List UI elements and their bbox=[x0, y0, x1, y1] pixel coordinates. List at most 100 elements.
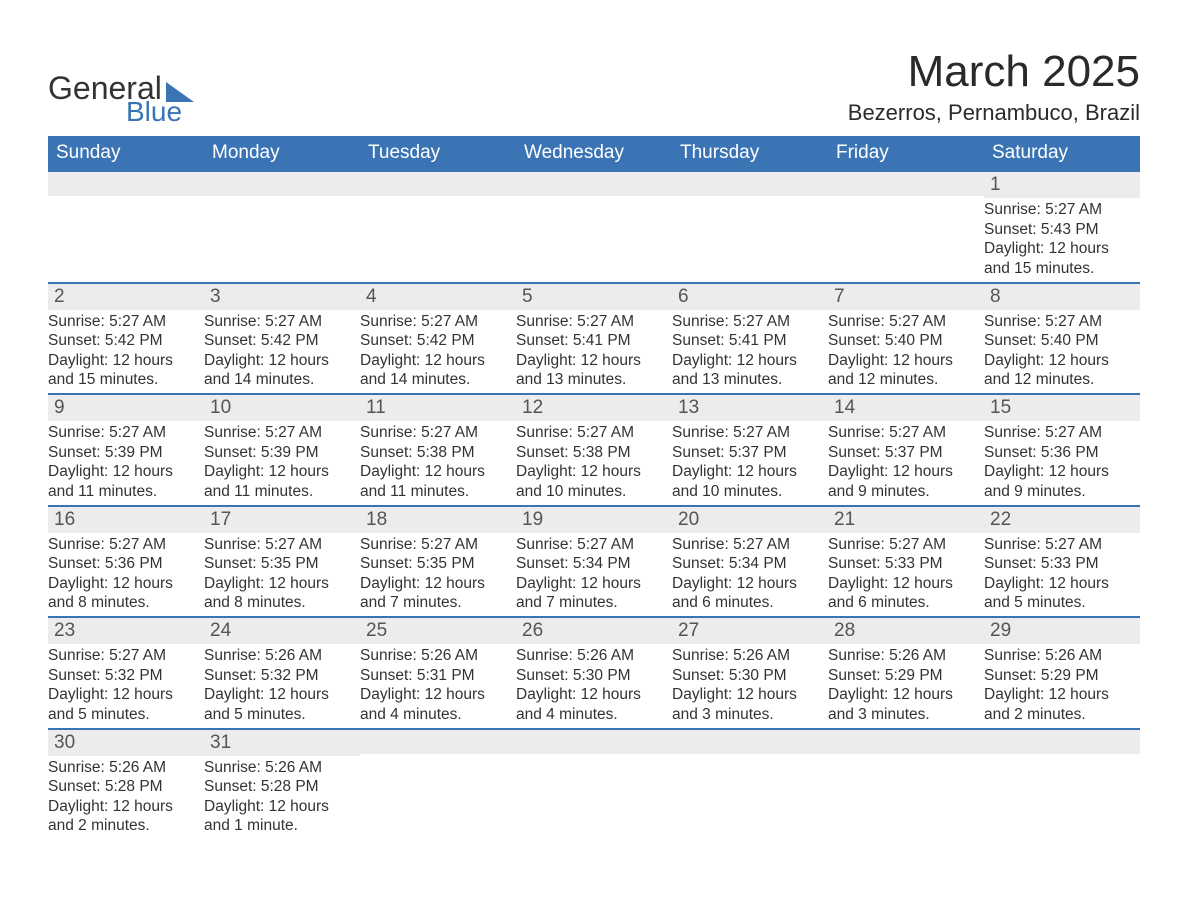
day-sunrise: Sunrise: 5:27 AM bbox=[48, 312, 204, 331]
day-day1: Daylight: 12 hours bbox=[516, 685, 672, 704]
day-sunset: Sunset: 5:42 PM bbox=[48, 331, 204, 350]
day-day1: Daylight: 12 hours bbox=[984, 574, 1140, 593]
day-details: Sunrise: 5:26 AMSunset: 5:28 PMDaylight:… bbox=[48, 756, 204, 840]
logo: General Blue bbox=[48, 72, 194, 126]
day-day1: Daylight: 12 hours bbox=[204, 462, 360, 481]
day-cell: 11Sunrise: 5:27 AMSunset: 5:38 PMDayligh… bbox=[360, 394, 516, 506]
day-number: 16 bbox=[48, 507, 204, 533]
day-details: Sunrise: 5:27 AMSunset: 5:34 PMDaylight:… bbox=[672, 533, 828, 617]
day-cell: 24Sunrise: 5:26 AMSunset: 5:32 PMDayligh… bbox=[204, 617, 360, 729]
day-sunrise: Sunrise: 5:26 AM bbox=[360, 646, 516, 665]
day-number: 3 bbox=[204, 284, 360, 310]
day-day2: and 3 minutes. bbox=[828, 705, 984, 724]
day-cell: 3Sunrise: 5:27 AMSunset: 5:42 PMDaylight… bbox=[204, 283, 360, 395]
empty-day bbox=[48, 172, 204, 196]
day-sunrise: Sunrise: 5:27 AM bbox=[360, 312, 516, 331]
day-details: Sunrise: 5:26 AMSunset: 5:30 PMDaylight:… bbox=[516, 644, 672, 728]
day-cell: 21Sunrise: 5:27 AMSunset: 5:33 PMDayligh… bbox=[828, 506, 984, 618]
day-day2: and 3 minutes. bbox=[672, 705, 828, 724]
day-details: Sunrise: 5:27 AMSunset: 5:32 PMDaylight:… bbox=[48, 644, 204, 728]
day-day1: Daylight: 12 hours bbox=[360, 574, 516, 593]
day-cell: 2 Sunrise: 5:27 AMSunset: 5:42 PMDaylight… bbox=[48, 283, 204, 395]
day-cell: 18Sunrise: 5:27 AMSunset: 5:35 PMDayligh… bbox=[360, 506, 516, 618]
day-details: Sunrise: 5:27 AMSunset: 5:35 PMDaylight:… bbox=[204, 533, 360, 617]
day-sunrise: Sunrise: 5:26 AM bbox=[984, 646, 1140, 665]
day-sunrise: Sunrise: 5:27 AM bbox=[828, 312, 984, 331]
empty-day bbox=[984, 730, 1140, 754]
day-number: 27 bbox=[672, 618, 828, 644]
day-sunset: Sunset: 5:34 PM bbox=[672, 554, 828, 573]
day-details: Sunrise: 5:27 AMSunset: 5:40 PMDaylight:… bbox=[984, 310, 1140, 394]
empty-day bbox=[204, 172, 360, 196]
day-sunrise: Sunrise: 5:27 AM bbox=[672, 312, 828, 331]
day-sunset: Sunset: 5:32 PM bbox=[48, 666, 204, 685]
day-details: Sunrise: 5:26 AMSunset: 5:30 PMDaylight:… bbox=[672, 644, 828, 728]
day-number: 17 bbox=[204, 507, 360, 533]
day-day2: and 14 minutes. bbox=[204, 370, 360, 389]
day-cell bbox=[360, 171, 516, 283]
day-cell: 29Sunrise: 5:26 AMSunset: 5:29 PMDayligh… bbox=[984, 617, 1140, 729]
week-row: 30Sunrise: 5:26 AMSunset: 5:28 PMDayligh… bbox=[48, 729, 1140, 840]
day-cell: 12Sunrise: 5:27 AMSunset: 5:38 PMDayligh… bbox=[516, 394, 672, 506]
day-sunset: Sunset: 5:33 PM bbox=[828, 554, 984, 573]
day-details: Sunrise: 5:27 AMSunset: 5:39 PMDaylight:… bbox=[48, 421, 204, 505]
day-day2: and 2 minutes. bbox=[984, 705, 1140, 724]
day-number: 12 bbox=[516, 395, 672, 421]
header: General Blue March 2025 Bezerros, Pernam… bbox=[48, 48, 1140, 126]
day-number: 31 bbox=[204, 730, 360, 756]
day-number: 19 bbox=[516, 507, 672, 533]
day-cell: 20Sunrise: 5:27 AMSunset: 5:34 PMDayligh… bbox=[672, 506, 828, 618]
day-details: Sunrise: 5:27 AMSunset: 5:38 PMDaylight:… bbox=[360, 421, 516, 505]
day-cell: 4Sunrise: 5:27 AMSunset: 5:42 PMDaylight… bbox=[360, 283, 516, 395]
day-day2: and 7 minutes. bbox=[516, 593, 672, 612]
day-sunrise: Sunrise: 5:27 AM bbox=[984, 423, 1140, 442]
day-details: Sunrise: 5:26 AMSunset: 5:29 PMDaylight:… bbox=[984, 644, 1140, 728]
day-day1: Daylight: 12 hours bbox=[516, 351, 672, 370]
day-cell: 27Sunrise: 5:26 AMSunset: 5:30 PMDayligh… bbox=[672, 617, 828, 729]
day-sunrise: Sunrise: 5:27 AM bbox=[48, 646, 204, 665]
day-details: Sunrise: 5:27 AMSunset: 5:37 PMDaylight:… bbox=[672, 421, 828, 505]
day-sunset: Sunset: 5:32 PM bbox=[204, 666, 360, 685]
empty-day bbox=[360, 172, 516, 196]
week-row: 16Sunrise: 5:27 AMSunset: 5:36 PMDayligh… bbox=[48, 506, 1140, 618]
day-cell: 1Sunrise: 5:27 AMSunset: 5:43 PMDaylight… bbox=[984, 171, 1140, 283]
day-day2: and 4 minutes. bbox=[360, 705, 516, 724]
day-header: Sunday bbox=[48, 136, 204, 171]
day-day1: Daylight: 12 hours bbox=[48, 351, 204, 370]
day-sunrise: Sunrise: 5:27 AM bbox=[48, 535, 204, 554]
day-number: 2 bbox=[48, 284, 204, 310]
day-details: Sunrise: 5:27 AMSunset: 5:33 PMDaylight:… bbox=[984, 533, 1140, 617]
day-sunrise: Sunrise: 5:27 AM bbox=[984, 535, 1140, 554]
day-number: 4 bbox=[360, 284, 516, 310]
day-sunrise: Sunrise: 5:27 AM bbox=[828, 423, 984, 442]
day-sunrise: Sunrise: 5:27 AM bbox=[672, 535, 828, 554]
day-sunrise: Sunrise: 5:27 AM bbox=[516, 423, 672, 442]
day-day2: and 4 minutes. bbox=[516, 705, 672, 724]
day-cell: 26Sunrise: 5:26 AMSunset: 5:30 PMDayligh… bbox=[516, 617, 672, 729]
day-day1: Daylight: 12 hours bbox=[516, 574, 672, 593]
day-number: 7 bbox=[828, 284, 984, 310]
day-cell bbox=[204, 171, 360, 283]
day-sunrise: Sunrise: 5:27 AM bbox=[828, 535, 984, 554]
day-cell: 31Sunrise: 5:26 AMSunset: 5:28 PMDayligh… bbox=[204, 729, 360, 840]
day-sunset: Sunset: 5:42 PM bbox=[360, 331, 516, 350]
day-details: Sunrise: 5:26 AMSunset: 5:28 PMDaylight:… bbox=[204, 756, 360, 840]
day-sunset: Sunset: 5:37 PM bbox=[828, 443, 984, 462]
day-details: Sunrise: 5:27 AMSunset: 5:42 PMDaylight:… bbox=[360, 310, 516, 394]
day-number: 6 bbox=[672, 284, 828, 310]
day-details: Sunrise: 5:27 AMSunset: 5:33 PMDaylight:… bbox=[828, 533, 984, 617]
day-day2: and 11 minutes. bbox=[360, 482, 516, 501]
day-details: Sunrise: 5:26 AMSunset: 5:31 PMDaylight:… bbox=[360, 644, 516, 728]
day-sunrise: Sunrise: 5:27 AM bbox=[984, 312, 1140, 331]
day-details: Sunrise: 5:27 AMSunset: 5:41 PMDaylight:… bbox=[672, 310, 828, 394]
day-cell: 8Sunrise: 5:27 AMSunset: 5:40 PMDaylight… bbox=[984, 283, 1140, 395]
day-cell: 6Sunrise: 5:27 AMSunset: 5:41 PMDaylight… bbox=[672, 283, 828, 395]
calendar-body: 1Sunrise: 5:27 AMSunset: 5:43 PMDaylight… bbox=[48, 171, 1140, 839]
day-number: 5 bbox=[516, 284, 672, 310]
day-day2: and 11 minutes. bbox=[48, 482, 204, 501]
day-day1: Daylight: 12 hours bbox=[672, 462, 828, 481]
day-sunset: Sunset: 5:42 PM bbox=[204, 331, 360, 350]
day-details: Sunrise: 5:26 AMSunset: 5:29 PMDaylight:… bbox=[828, 644, 984, 728]
day-sunrise: Sunrise: 5:27 AM bbox=[360, 423, 516, 442]
day-cell: 23Sunrise: 5:27 AMSunset: 5:32 PMDayligh… bbox=[48, 617, 204, 729]
